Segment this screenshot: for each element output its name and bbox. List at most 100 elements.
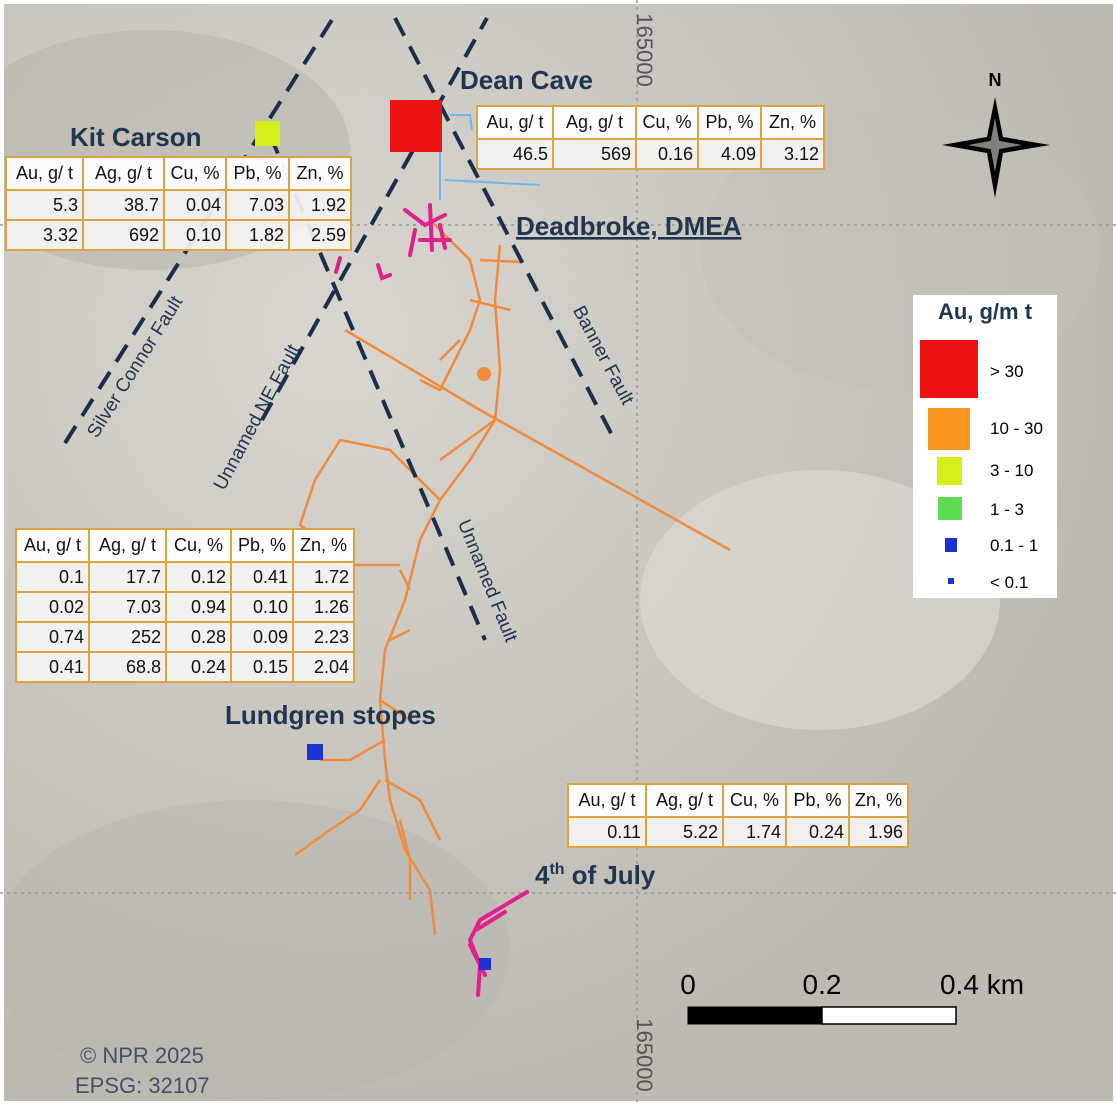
- cell: 252: [88, 621, 167, 653]
- sample-symbol: [307, 744, 323, 760]
- header-cell: Cu, %: [163, 156, 227, 191]
- scale-segment: [687, 1006, 823, 1025]
- cell: 0.04: [163, 189, 227, 221]
- header-cell: Pb, %: [225, 156, 290, 191]
- place-label: Kit Carson: [70, 122, 201, 152]
- data-row: 46.5 569 0.16 4.09 3.12: [476, 138, 825, 170]
- label-part: th: [549, 861, 564, 878]
- cell: 0.94: [165, 591, 232, 623]
- cell: 46.5: [476, 138, 554, 170]
- drift: [439, 258, 521, 462]
- drift: [334, 256, 392, 281]
- drift: [419, 219, 482, 392]
- header-cell: Pb, %: [697, 105, 762, 140]
- header-row: Au, g/ t Ag, g/ t Cu, % Pb, % Zn, %: [15, 528, 355, 563]
- header-row: Au, g/ t Ag, g/ t Cu, % Pb, % Zn, %: [5, 156, 352, 191]
- cell: 3.12: [760, 138, 825, 170]
- legend-symbol: [920, 340, 978, 398]
- faults: [63, 13, 614, 641]
- legend-symbol: [937, 457, 962, 485]
- legend-label: 10 - 30: [990, 419, 1043, 438]
- place-label: Dean Cave: [460, 65, 593, 95]
- fault-line: [268, 134, 487, 641]
- cell: 692: [82, 219, 165, 251]
- terrain: [0, 800, 510, 1100]
- legend-label: 3 - 10: [990, 461, 1033, 480]
- data-row: 3.32 692 0.10 1.82 2.59: [5, 219, 352, 251]
- data-row: 5.3 38.7 0.04 7.03 1.92: [5, 189, 352, 221]
- cell: 0.28: [165, 621, 232, 653]
- legend-label: < 0.1: [990, 573, 1028, 592]
- data-row: 0.74 252 0.28 0.09 2.23: [15, 621, 355, 653]
- cell: 4.09: [697, 138, 762, 170]
- cell: 1.72: [292, 561, 355, 593]
- header-cell: Zn, %: [760, 105, 825, 140]
- data-row: 0.1 17.7 0.12 0.41 1.72: [15, 561, 355, 593]
- fault-line: [260, 17, 489, 421]
- stope: [477, 367, 491, 381]
- credit: © NPR 2025: [80, 1043, 204, 1068]
- header-cell: Au, g/ t: [476, 105, 554, 140]
- place-label: Deadbroke, DMEA: [516, 211, 742, 241]
- cell: 0.09: [230, 621, 294, 653]
- header-cell: Ag, g/ t: [552, 105, 637, 140]
- sample-symbol: [255, 121, 280, 146]
- drift: [403, 203, 452, 257]
- sample-symbol: [390, 100, 442, 152]
- cell: 0.02: [15, 591, 90, 623]
- cell: 0.11: [567, 816, 647, 848]
- header-cell: Cu, %: [165, 528, 232, 563]
- header-cell: Pb, %: [230, 528, 294, 563]
- scale-label: 0.2: [803, 969, 842, 1000]
- cell: 5.3: [5, 189, 84, 221]
- cell: 0.41: [15, 651, 90, 683]
- header-cell: Zn, %: [288, 156, 352, 191]
- legend-symbol: [945, 538, 957, 552]
- place-label: 4th of July: [535, 860, 656, 890]
- header-cell: Cu, %: [722, 783, 787, 818]
- cell: 0.74: [15, 621, 90, 653]
- cell: 0.10: [230, 591, 294, 623]
- legend: Au, g/m t > 30 10 - 30 3 - 10 1 - 3 0.1 …: [913, 295, 1057, 598]
- legend-label: 1 - 3: [990, 500, 1024, 519]
- grid-label: 165000: [632, 13, 657, 86]
- cell: 68.8: [88, 651, 167, 683]
- place-label: Lundgren stopes: [225, 700, 436, 730]
- drift: [298, 438, 441, 567]
- header-cell: Au, g/ t: [15, 528, 90, 563]
- drift: [294, 738, 442, 900]
- cell: 1.96: [848, 816, 909, 848]
- credit: EPSG: 32107: [75, 1073, 210, 1098]
- cell: 569: [552, 138, 637, 170]
- header-cell: Ag, g/ t: [82, 156, 165, 191]
- cell: 0.10: [163, 219, 227, 251]
- cell: 17.7: [88, 561, 167, 593]
- compass-highlight: [968, 118, 1022, 172]
- cell: 0.1: [15, 561, 90, 593]
- cell: 1.82: [225, 219, 290, 251]
- header-cell: Au, g/ t: [5, 156, 84, 191]
- assay-table: Au, g/ t Ag, g/ t Cu, % Pb, % Zn, % 5.3 38.7 0.…: [5, 156, 352, 251]
- scale-bar: 0 0.2 0.4 km: [680, 969, 1024, 1025]
- cell: 2.04: [292, 651, 355, 683]
- cell: 0.41: [230, 561, 294, 593]
- data-row: 0.41 68.8 0.24 0.15 2.04: [15, 651, 355, 683]
- cell: 0.16: [635, 138, 699, 170]
- scale-label: 0: [680, 969, 696, 1000]
- legend-symbol: [928, 408, 970, 450]
- cell: 2.59: [288, 219, 352, 251]
- cell: 1.92: [288, 189, 352, 221]
- grid-label: 165000: [632, 1018, 657, 1091]
- cell: 0.15: [230, 651, 294, 683]
- sample-symbol: [479, 958, 491, 970]
- cell: 1.26: [292, 591, 355, 623]
- drift: [378, 244, 502, 936]
- cell: 38.7: [82, 189, 165, 221]
- cell: 0.24: [785, 816, 850, 848]
- cell: 0.24: [165, 651, 232, 683]
- scale-segment: [821, 1006, 957, 1025]
- cell: 7.03: [88, 591, 167, 623]
- header-cell: Pb, %: [785, 783, 850, 818]
